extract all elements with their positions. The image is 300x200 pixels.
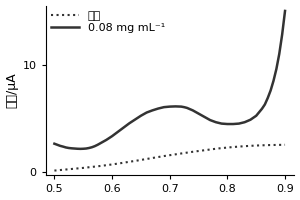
空白 (104, 164, 108, 166)
空白 (70, 168, 74, 170)
0.08 mg mL⁻¹ (191, 109, 195, 112)
Legend: 空白, 0.08 mg mL⁻¹: 空白, 0.08 mg mL⁻¹ (49, 9, 167, 36)
空白 (278, 144, 281, 146)
空白 (231, 146, 235, 148)
空白 (179, 152, 183, 155)
空白 (151, 157, 154, 159)
空白 (254, 144, 258, 147)
空白 (185, 151, 189, 154)
0.08 mg mL⁻¹ (283, 10, 287, 12)
空白 (122, 162, 125, 164)
0.08 mg mL⁻¹ (185, 107, 189, 109)
空白 (76, 167, 79, 170)
空白 (162, 155, 166, 157)
空白 (87, 166, 91, 168)
空白 (99, 165, 102, 167)
空白 (220, 147, 224, 149)
空白 (243, 145, 247, 147)
空白 (116, 162, 120, 165)
0.08 mg mL⁻¹ (79, 148, 82, 150)
空白 (156, 156, 160, 158)
空白 (133, 160, 137, 162)
空白 (283, 144, 287, 146)
空白 (128, 161, 131, 163)
空白 (64, 168, 68, 171)
0.08 mg mL⁻¹ (52, 143, 56, 145)
空白 (214, 148, 217, 150)
空白 (145, 158, 148, 160)
0.08 mg mL⁻¹ (179, 105, 183, 108)
空白 (249, 145, 252, 147)
空白 (226, 146, 229, 149)
Y-axis label: 电流/μA: 电流/μA (6, 73, 19, 108)
空白 (202, 149, 206, 151)
空白 (58, 169, 62, 171)
空白 (81, 167, 85, 169)
空白 (197, 150, 200, 152)
0.08 mg mL⁻¹ (128, 122, 131, 124)
空白 (208, 148, 212, 151)
空白 (93, 165, 97, 168)
空白 (52, 169, 56, 172)
空白 (260, 144, 264, 147)
空白 (266, 144, 269, 146)
空白 (139, 159, 143, 161)
空白 (191, 151, 195, 153)
空白 (237, 145, 241, 148)
空白 (174, 153, 177, 156)
空白 (168, 154, 172, 156)
0.08 mg mL⁻¹ (214, 121, 217, 123)
0.08 mg mL⁻¹ (81, 148, 85, 150)
Line: 空白: 空白 (54, 145, 285, 171)
Line: 0.08 mg mL⁻¹: 0.08 mg mL⁻¹ (54, 11, 285, 149)
空白 (110, 163, 114, 166)
空白 (272, 144, 275, 146)
